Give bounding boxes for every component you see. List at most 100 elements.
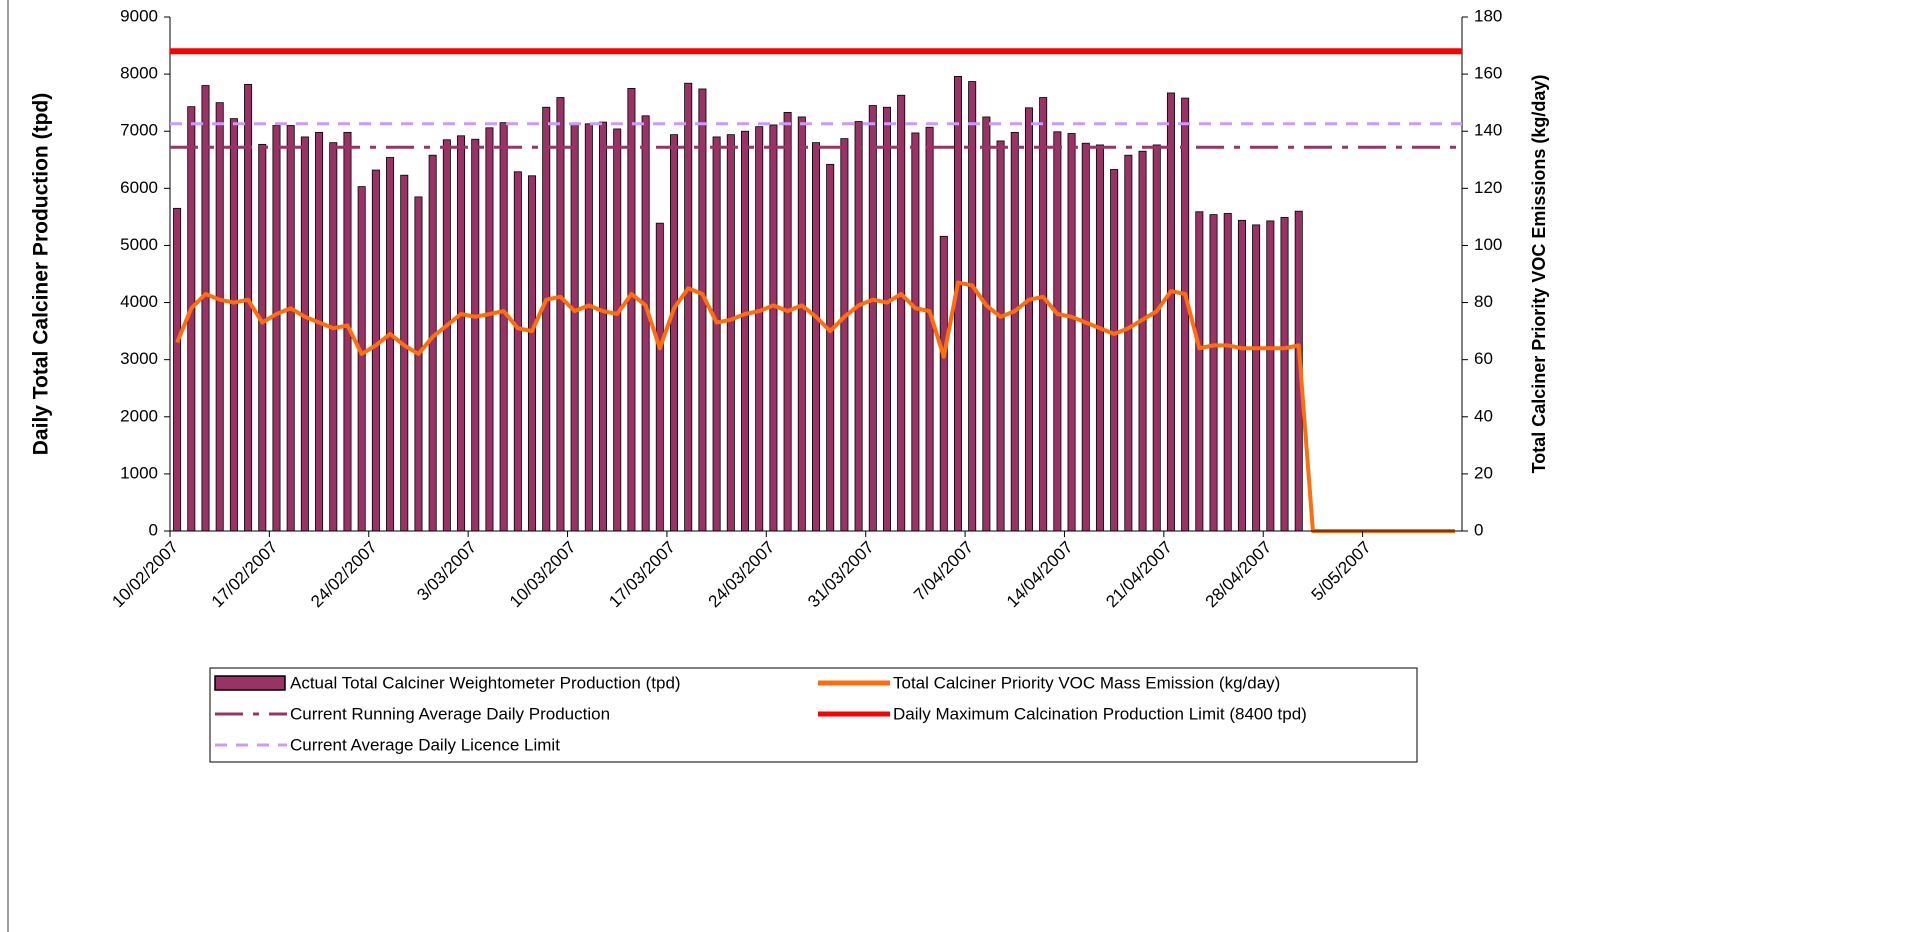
y2-tick-label: 140 — [1474, 121, 1502, 140]
bar — [741, 130, 750, 532]
bar — [173, 207, 182, 532]
bar — [1081, 142, 1090, 532]
y-tick-label: 1000 — [120, 463, 158, 482]
x-tick-label: 24/02/2007 — [307, 538, 381, 612]
bar — [627, 87, 636, 532]
bar — [868, 105, 877, 532]
legend-box — [209, 667, 1418, 763]
bar — [457, 135, 466, 532]
bar — [513, 171, 522, 532]
x-tick-label: 3/03/2007 — [413, 538, 480, 605]
y2-tick-label: 40 — [1474, 406, 1493, 425]
bar — [826, 163, 835, 532]
bar — [1280, 217, 1289, 532]
bar — [882, 106, 891, 532]
bar — [570, 122, 579, 532]
x-tick-label: 17/02/2007 — [208, 538, 282, 612]
x-tick-label: 10/03/2007 — [506, 538, 580, 612]
bar — [769, 124, 778, 532]
bar — [641, 115, 650, 532]
bar — [471, 138, 480, 532]
bar — [968, 81, 977, 532]
legend-label: Current Average Daily Licence Limit — [290, 735, 560, 754]
legend-swatch — [214, 675, 286, 691]
bar — [1181, 97, 1190, 532]
y-tick-label: 2000 — [120, 406, 158, 425]
y-tick-label: 5000 — [120, 235, 158, 254]
bar — [726, 134, 735, 532]
legend-label: Actual Total Calciner Weightometer Produ… — [290, 673, 681, 692]
bar — [1138, 150, 1147, 532]
bar — [442, 139, 451, 532]
bar — [797, 116, 806, 532]
x-tick-label: 7/04/2007 — [910, 538, 977, 605]
legend-label: Current Running Average Daily Production — [290, 704, 610, 723]
y-tick-label: 4000 — [120, 292, 158, 311]
bar — [1152, 144, 1161, 532]
y2-tick-label: 160 — [1474, 64, 1502, 83]
bar — [215, 102, 224, 532]
bar — [755, 126, 764, 532]
bar — [840, 138, 849, 532]
x-tick-label: 5/05/2007 — [1308, 538, 1375, 605]
bar — [556, 97, 565, 532]
y2-axis-title: Total Calciner Priority VOC Emissions (k… — [1529, 75, 1549, 474]
bar — [684, 82, 693, 532]
bar — [485, 127, 494, 532]
x-tick-label: 10/02/2007 — [108, 538, 182, 612]
y2-tick-label: 100 — [1474, 235, 1502, 254]
bar — [1095, 144, 1104, 532]
bar — [982, 116, 991, 532]
bar — [1110, 169, 1119, 532]
bar — [655, 222, 664, 532]
bar — [897, 94, 906, 532]
bar — [400, 174, 409, 532]
legend-label: Total Calciner Priority VOC Mass Emissio… — [893, 673, 1280, 692]
y-tick-label: 3000 — [120, 349, 158, 368]
bar — [1166, 92, 1175, 532]
bar — [613, 128, 622, 532]
y2-tick-label: 120 — [1474, 178, 1502, 197]
bar — [428, 154, 437, 532]
bar — [599, 121, 608, 532]
bar — [1252, 224, 1261, 532]
y2-tick-label: 20 — [1474, 463, 1493, 482]
bar — [670, 134, 679, 532]
chart-frame — [7, 0, 9, 932]
line — [175, 280, 1455, 533]
bar — [272, 125, 281, 532]
y-axis-title: Daily Total Calciner Production (tpd) — [30, 93, 53, 455]
bar — [414, 196, 423, 532]
bar — [1195, 211, 1204, 532]
bar — [1266, 220, 1275, 532]
bar — [229, 118, 238, 532]
bar — [1124, 154, 1133, 532]
y-tick-label: 6000 — [120, 178, 158, 197]
y2-tick-label: 0 — [1474, 520, 1483, 539]
y-tick-label: 7000 — [120, 121, 158, 140]
bar — [812, 142, 821, 532]
bar — [1223, 213, 1232, 532]
x-tick-label: 14/04/2007 — [1003, 538, 1077, 612]
bar — [996, 140, 1005, 532]
bar — [315, 131, 324, 532]
bar — [939, 235, 948, 532]
bar — [783, 111, 792, 532]
bar — [1053, 131, 1062, 532]
bar — [286, 125, 295, 532]
bar — [386, 157, 395, 532]
legend-label: Daily Maximum Calcination Production Lim… — [893, 704, 1307, 723]
x-tick-label: 31/03/2007 — [804, 538, 878, 612]
bar — [911, 132, 920, 532]
x-tick-label: 21/04/2007 — [1102, 538, 1176, 612]
x-tick-label: 24/03/2007 — [705, 538, 779, 612]
y2-tick-label: 60 — [1474, 349, 1493, 368]
x-tick-label: 17/03/2007 — [605, 538, 679, 612]
bar — [371, 169, 380, 532]
bar — [925, 126, 934, 532]
bar — [1039, 97, 1048, 532]
bar — [300, 136, 309, 532]
bar — [499, 122, 508, 532]
bar — [357, 186, 366, 532]
